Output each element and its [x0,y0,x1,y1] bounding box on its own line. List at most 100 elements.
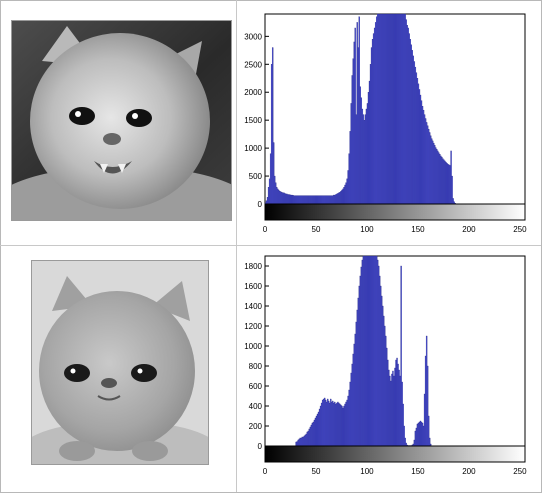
histogram-bar [431,138,433,205]
histogram-bar [341,405,343,447]
histogram-bar [319,405,322,447]
histogram-bar [386,13,388,205]
histogram-bar [423,114,426,205]
histogram-bar [384,325,386,447]
histogram-bar [374,22,377,205]
histogram-bar [429,132,431,205]
histogram-bar [447,164,449,205]
histogram-bar [313,419,316,447]
histogram-bar [274,175,276,205]
kitten-photo-icon [11,20,232,221]
histogram-bar [270,64,273,205]
histogram-bar [276,187,278,205]
histogram-bar [367,255,370,447]
histogram-bar [438,152,440,205]
histogram-bar [304,195,306,205]
histogram-bar [340,404,342,447]
vertical-divider [236,0,237,492]
histogram-bar [333,194,335,205]
histogram-bar [371,38,374,205]
histogram-bar [316,413,319,447]
histogram-bar [275,182,277,205]
histogram-bar [361,108,364,205]
y-tick-label: 1600 [244,282,262,291]
histogram-bar [443,159,445,205]
histogram-bar [293,195,295,205]
histogram-bar [295,195,297,205]
histogram-bar [325,195,327,205]
histogram-bar [302,436,304,447]
x-tick-label: 100 [360,225,374,234]
histogram-bar [315,415,318,447]
histogram-bar [386,347,388,447]
histogram-bar [337,193,339,205]
histogram-bar [322,398,325,447]
histogram-bar [327,398,329,447]
histogram-bar [362,255,365,447]
histogram-bar [377,13,379,205]
histogram-bar [271,47,274,205]
y-tick-label: 0 [258,200,263,209]
x-tick-label: 200 [462,225,476,234]
histogram-bar [348,389,350,447]
histogram-bar [375,255,378,447]
histogram-bar [346,178,348,205]
histogram-bar [310,195,313,205]
histogram-bar [345,401,347,447]
histogram-bar [299,437,301,447]
histogram-bar [420,421,423,447]
histogram-bar [318,195,321,205]
histogram-bar [334,194,336,205]
histogram-bar [335,194,337,205]
histogram-bar [400,265,402,447]
histogram-bar [348,153,350,205]
histogram-bar [343,405,345,447]
histogram-bar [391,13,393,205]
histogram-bar [309,426,312,447]
y-tick-label: 1500 [244,116,262,125]
histogram-bar [304,434,306,447]
histogram-bar [402,13,404,205]
histogram-bar [286,193,288,205]
histogram-bar [374,255,377,447]
histogram-bar [333,402,335,447]
kitten-photo-drawing [12,21,231,220]
histogram-bar [439,154,441,205]
histogram-bar [366,255,369,447]
histogram-bar [393,375,395,447]
histogram-bar [308,428,311,447]
histogram-bar [321,399,324,447]
histogram-bar [418,89,421,205]
histogram-bar [355,114,357,205]
histogram-bar [446,163,448,205]
x-axis-ticks: 0 50 100 150 200 250 [263,225,527,234]
histogram-bar [338,402,340,447]
histogram-bar [354,333,356,447]
histogram-bar [435,147,437,205]
histogram-bar [398,369,400,447]
grayscale-colorbar [264,203,526,221]
histogram-bar [401,381,403,447]
persian-kitten-photo-drawing [32,261,208,464]
histogram-bar [387,359,389,447]
histogram-bar [388,369,390,447]
histogram-bar [322,195,325,205]
y-tick-label: 2000 [244,88,262,97]
histogram-bar [303,435,305,447]
histogram-bar [345,182,347,205]
y-tick-label: 1800 [244,262,262,271]
histogram-bar [389,375,391,447]
y-tick-label: 3000 [244,32,262,41]
histogram-bar [423,393,426,447]
histogram-bar [307,195,309,205]
x-tick-label: 100 [360,467,374,476]
histogram-bar [297,195,299,205]
histogram-bar [381,295,383,447]
histogram-bar [440,155,442,205]
histogram-bar [328,400,330,447]
histogram-bar [292,195,294,205]
histogram-bar [294,195,296,205]
histogram-bar [344,184,346,205]
histogram-bar [370,255,373,447]
histogram-bar [378,13,380,205]
